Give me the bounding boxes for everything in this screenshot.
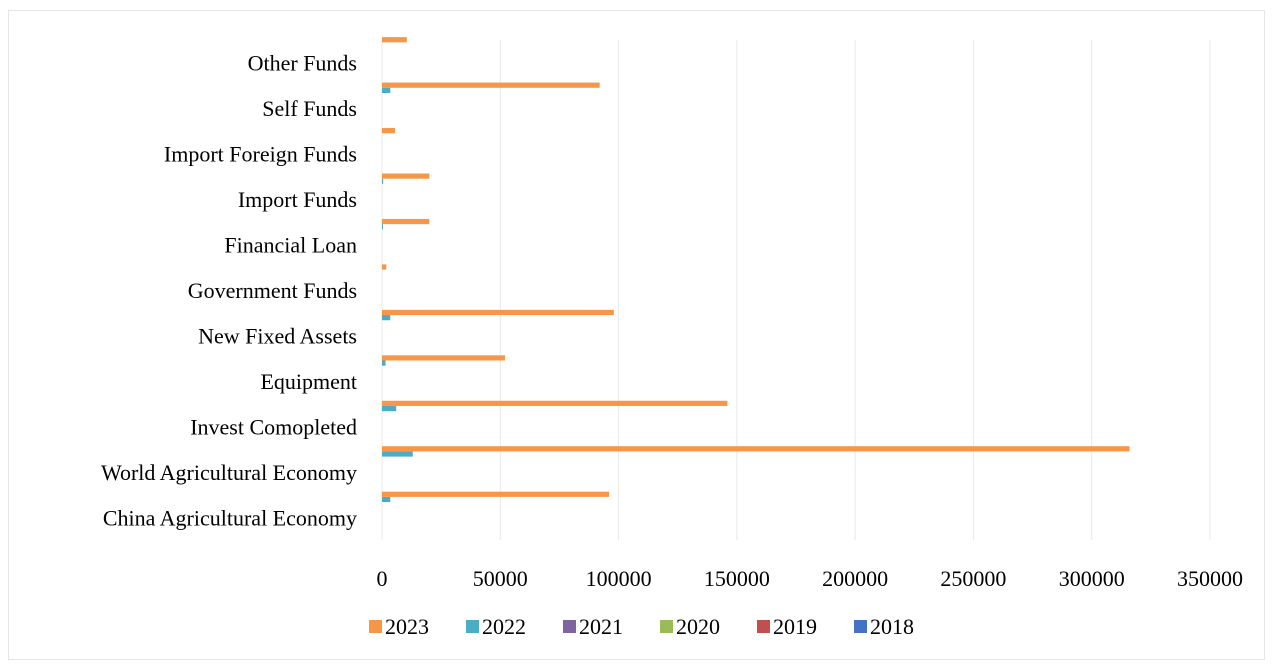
x-tick-label: 250000 — [940, 566, 1006, 591]
x-tick-label: 350000 — [1177, 566, 1243, 591]
category-label: Self Funds — [262, 96, 357, 121]
category-label: Other Funds — [248, 51, 357, 76]
legend-swatch — [563, 620, 576, 633]
category-labels: China Agricultural Economy World Agricult… — [101, 51, 357, 531]
legend-swatch — [466, 620, 479, 633]
category-label: Invest Comopleted — [190, 414, 357, 439]
category-label: Government Funds — [188, 278, 357, 303]
bar-2022 — [382, 451, 413, 457]
bar-2022 — [382, 224, 383, 230]
legend-label: 2019 — [773, 614, 817, 639]
bar-2023 — [382, 400, 728, 406]
bar-2023 — [382, 173, 430, 179]
legend: 2023 2022 2021 2020 2019 2018 — [369, 614, 914, 639]
category-label: China Agricultural Economy — [103, 505, 357, 530]
x-tick-label: 0 — [377, 566, 388, 591]
legend-label: 2020 — [676, 614, 720, 639]
legend-swatch — [854, 620, 867, 633]
bar-2023 — [382, 355, 506, 361]
bar-2022 — [382, 87, 391, 93]
chart-frame — [8, 10, 1265, 660]
category-label: World Agricultural Economy — [101, 460, 357, 485]
bar-2022 — [382, 315, 391, 321]
bar-2023 — [382, 82, 600, 88]
x-tick-label: 50000 — [473, 566, 528, 591]
category-label: Import Foreign Funds — [164, 142, 357, 167]
bar-2023 — [382, 37, 407, 43]
bar-2022 — [382, 496, 391, 503]
legend-swatch — [660, 620, 673, 633]
x-tick-labels: 0 50000 100000 150000 200000 250000 300000 3500… — [377, 566, 1244, 591]
bar-2023 — [382, 309, 614, 316]
bar-2022 — [382, 405, 397, 412]
category-label: Import Funds — [238, 187, 357, 212]
bars — [382, 37, 1130, 503]
legend-label: 2021 — [579, 614, 623, 639]
x-tick-label: 200000 — [822, 566, 888, 591]
legend-swatch — [757, 620, 770, 633]
bar-2023 — [382, 264, 387, 270]
legend-label: 2022 — [482, 614, 526, 639]
bar-2023 — [382, 128, 396, 134]
category-label: Equipment — [260, 369, 357, 394]
x-tick-label: 100000 — [586, 566, 652, 591]
x-tick-label: 150000 — [704, 566, 770, 591]
bar-2023 — [382, 218, 430, 225]
bar-2022 — [382, 178, 384, 184]
grid-lines — [381, 40, 1211, 540]
legend-label: 2018 — [870, 614, 914, 639]
x-tick-label: 300000 — [1059, 566, 1125, 591]
category-label: Financial Loan — [224, 233, 357, 258]
bar-2023 — [382, 446, 1130, 452]
legend-swatch — [369, 620, 382, 633]
legend-label: 2023 — [385, 614, 429, 639]
bar-2023 — [382, 491, 610, 497]
bar-2022 — [382, 360, 386, 366]
category-label: New Fixed Assets — [198, 323, 357, 348]
